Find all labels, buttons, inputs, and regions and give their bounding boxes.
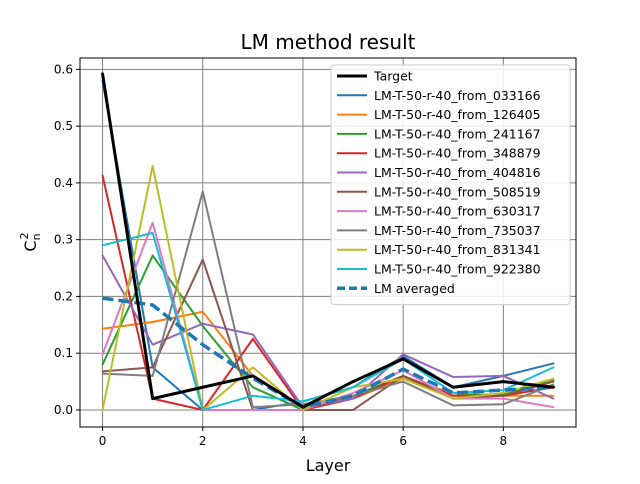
legend: Target LM-T-50-r-40_from_033166 LM-T-50-r-… xyxy=(330,64,571,306)
legend-label-5: LM-T-50-r-40_from_404816 xyxy=(374,165,541,180)
x-tick-label: 8 xyxy=(500,434,508,448)
legend-label-10: LM-T-50-r-40_from_922380 xyxy=(374,262,541,277)
legend-box xyxy=(330,64,571,306)
x-axis-label: Layer xyxy=(306,456,351,475)
legend-label-8: LM-T-50-r-40_from_735037 xyxy=(374,223,541,238)
y-axis-label-base: C xyxy=(21,240,40,251)
y-tick-label: 0.6 xyxy=(54,62,73,76)
legend-label-11: LM averaged xyxy=(374,281,455,296)
x-tick-label: 2 xyxy=(199,434,207,448)
y-tick-label: 0.4 xyxy=(54,176,73,190)
svg-text:Cn2: Cn2 xyxy=(18,232,43,251)
y-tick-label: 0.3 xyxy=(54,233,73,247)
legend-label-6: LM-T-50-r-40_from_508519 xyxy=(374,184,541,199)
y-tick-label: 0.0 xyxy=(54,403,73,417)
x-tick-label: 4 xyxy=(299,434,307,448)
legend-label-3: LM-T-50-r-40_from_241167 xyxy=(374,126,541,141)
chart-title: LM method result xyxy=(241,30,416,54)
series-line-0 xyxy=(101,72,555,409)
legend-label-4: LM-T-50-r-40_from_348879 xyxy=(374,146,541,161)
legend-label-7: LM-T-50-r-40_from_630317 xyxy=(374,204,541,219)
axis-ticks: 0 2 4 6 8 0.0 0.1 0.2 0.3 0.4 0.5 0.6 xyxy=(54,62,507,448)
plot-frame xyxy=(79,57,577,428)
series-lines xyxy=(101,72,555,411)
series-line-11 xyxy=(102,296,554,409)
series-line-9 xyxy=(101,164,555,411)
legend-label-0: Target xyxy=(373,69,413,84)
y-tick-label: 0.2 xyxy=(54,289,73,303)
y-axis-label: Cn2 xyxy=(18,232,43,251)
legend-label-1: LM-T-50-r-40_from_033166 xyxy=(374,88,541,103)
y-tick-label: 0.1 xyxy=(54,346,73,360)
x-tick-label: 6 xyxy=(399,434,407,448)
y-tick-label: 0.5 xyxy=(54,119,73,133)
x-tick-label: 0 xyxy=(99,434,107,448)
legend-label-9: LM-T-50-r-40_from_831341 xyxy=(374,242,541,257)
y-axis-label-sup: 2 xyxy=(18,232,31,239)
legend-label-2: LM-T-50-r-40_from_126405 xyxy=(374,107,541,122)
y-axis-label-sub: n xyxy=(30,233,43,240)
